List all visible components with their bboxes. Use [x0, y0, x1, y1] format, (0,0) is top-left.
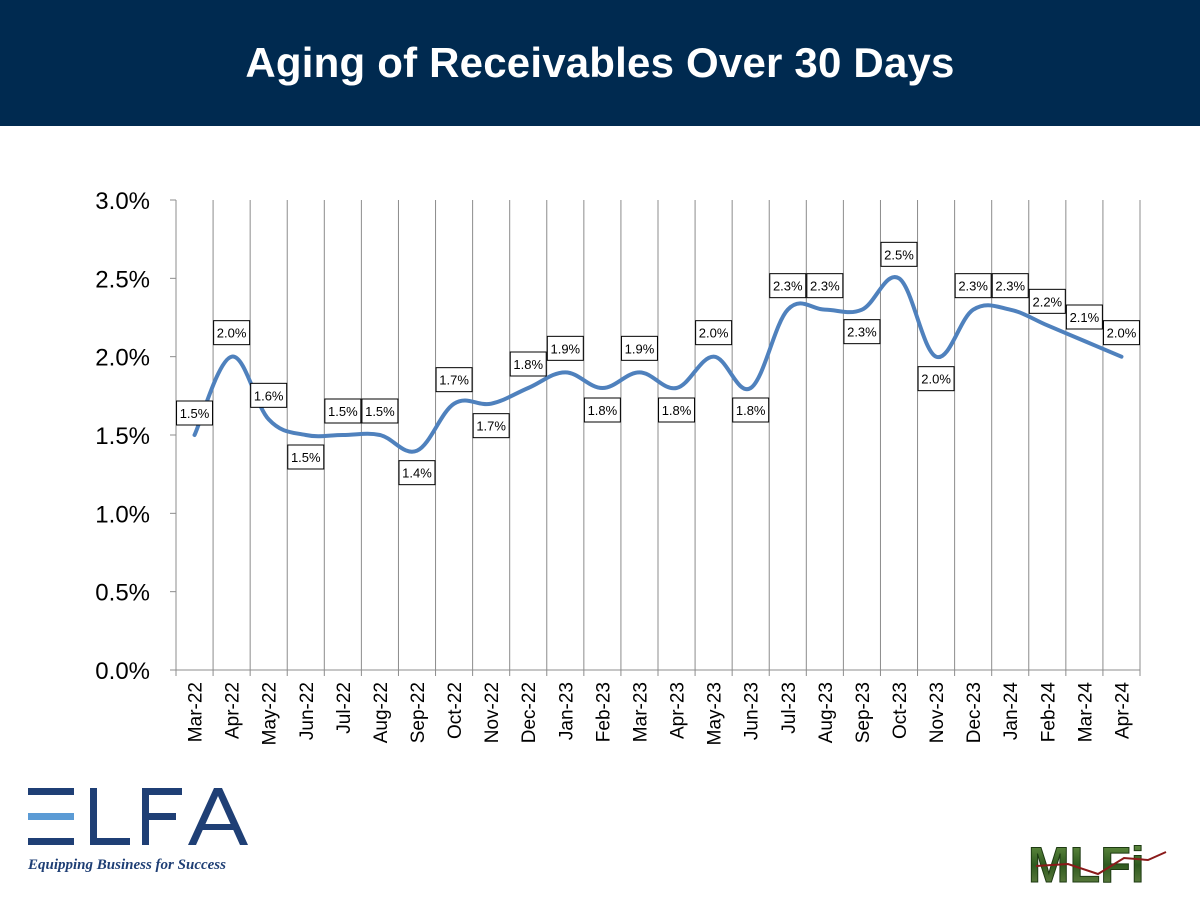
y-tick-label: 2.5%: [95, 266, 150, 293]
x-tick-label: Aug-22: [371, 682, 392, 743]
data-label-text: 2.5%: [884, 247, 914, 262]
data-label: 1.7%: [435, 367, 473, 393]
data-label: 2.5%: [880, 241, 918, 267]
data-label-text: 1.8%: [662, 403, 692, 418]
page-title: Aging of Receivables Over 30 Days: [245, 39, 955, 86]
x-tick-labels: Mar-22 Apr-22 May-22 Jun-22 Jul-22 Aug-22 Sep-…: [186, 682, 1134, 746]
gridlines: [175, 200, 1141, 676]
x-tick-label: Jan-24: [1001, 682, 1022, 741]
data-label: 1.8%: [732, 397, 770, 423]
data-label: 1.8%: [583, 397, 621, 423]
x-tick-label: Oct-22: [445, 682, 466, 739]
x-tick-label: Jul-22: [334, 682, 355, 734]
x-tick-label: Mar-23: [630, 682, 651, 742]
x-tick-label: Mar-22: [186, 682, 207, 742]
data-label-text: 1.8%: [736, 403, 766, 418]
data-label-text: 2.0%: [1107, 326, 1137, 341]
data-label-text: 1.5%: [180, 406, 210, 421]
x-tick-label: May-23: [705, 682, 726, 745]
x-tick-label: Apr-22: [223, 682, 244, 739]
x-tick-label: Nov-23: [927, 682, 948, 743]
y-tick-label: 0.5%: [95, 580, 150, 607]
data-label-text: 2.0%: [699, 326, 729, 341]
data-label-text: 1.5%: [365, 404, 395, 419]
x-tick-label: Jul-23: [779, 682, 800, 734]
data-label: 1.5%: [361, 398, 399, 424]
data-label: 1.4%: [398, 460, 436, 486]
title-bar: Aging of Receivables Over 30 Days: [0, 0, 1200, 126]
y-tick-label: 3.0%: [95, 188, 150, 215]
data-label: 1.9%: [620, 335, 658, 361]
data-label-text: 1.5%: [291, 450, 321, 465]
y-tick-label: 2.0%: [95, 345, 150, 372]
data-label: 2.1%: [1065, 304, 1103, 330]
data-label-text: 1.5%: [328, 404, 358, 419]
data-label: 2.0%: [917, 366, 955, 392]
x-tick-label: May-22: [260, 682, 281, 745]
data-label: 2.3%: [843, 319, 881, 345]
data-label: 2.0%: [1102, 320, 1140, 346]
data-label-text: 2.1%: [1070, 310, 1100, 325]
elfa-logo: [24, 782, 264, 882]
data-label-text: 2.3%: [847, 325, 877, 340]
x-tick-label: Oct-23: [890, 682, 911, 739]
data-label-text: 1.8%: [513, 357, 543, 372]
data-label: 2.3%: [806, 273, 844, 299]
data-label: 2.0%: [213, 320, 251, 346]
mlfi-logo: MLFi: [1028, 837, 1170, 894]
x-tick-label: Feb-23: [593, 682, 614, 742]
data-label-text: 1.6%: [254, 388, 284, 403]
data-label: 1.5%: [176, 400, 214, 426]
line-chart: 0.0% 0.5% 1.0% 1.5% 2.0% 2.5% 3.0% Mar-22 Apr-2…: [95, 188, 1141, 746]
data-label-text: 1.9%: [550, 341, 580, 356]
data-label: 2.0%: [695, 320, 733, 346]
data-label-text: 1.7%: [476, 419, 506, 434]
data-label-text: 2.3%: [810, 279, 840, 294]
data-label-text: 1.8%: [588, 403, 618, 418]
data-label-text: 2.2%: [1032, 294, 1062, 309]
y-tick-labels: 0.0% 0.5% 1.0% 1.5% 2.0% 2.5% 3.0%: [95, 188, 176, 685]
x-tick-label: Aug-23: [816, 682, 837, 743]
data-label: 2.3%: [991, 273, 1029, 299]
data-label-text: 1.9%: [625, 341, 655, 356]
x-tick-label: Mar-24: [1075, 682, 1096, 743]
data-label: 1.5%: [287, 444, 325, 470]
x-tick-label: Feb-24: [1038, 682, 1059, 743]
data-label: 1.9%: [546, 335, 584, 361]
y-tick-label: 1.5%: [95, 423, 150, 450]
x-tick-label: Nov-22: [482, 682, 503, 743]
x-tick-label: Jun-22: [297, 682, 318, 740]
data-label: 1.5%: [324, 398, 362, 424]
data-label-text: 2.0%: [921, 372, 951, 387]
data-label-text: 2.3%: [958, 279, 988, 294]
data-label-text: 1.7%: [439, 373, 469, 388]
x-tick-label: Jun-23: [742, 682, 763, 740]
data-label-text: 2.3%: [773, 279, 803, 294]
x-tick-label: Dec-22: [519, 682, 540, 743]
y-tick-label: 1.0%: [95, 501, 150, 528]
data-label: 1.8%: [509, 351, 547, 377]
x-tick-label: Sep-22: [408, 682, 429, 743]
mlfi-logo-text: MLFi: [1028, 838, 1145, 888]
data-labels: 1.5% 2.0% 1.6% 1.5% 1.5% 1.5% 1.4% 1.7% 1.7% 1.8%…: [176, 241, 1140, 486]
x-tick-label: Sep-23: [853, 682, 874, 743]
data-label: 2.3%: [769, 273, 807, 299]
data-label-text: 2.0%: [217, 326, 247, 341]
elfa-tagline: Equipping Business for Success: [28, 857, 226, 873]
data-label: 1.7%: [472, 413, 510, 439]
x-tick-label: Apr-24: [1112, 682, 1133, 739]
data-label-text: 1.4%: [402, 466, 432, 481]
series-line: [192, 275, 1124, 454]
data-label-text: 2.3%: [995, 279, 1025, 294]
x-tick-label: Jan-23: [556, 682, 577, 740]
data-label: 2.3%: [954, 273, 992, 299]
data-label: 1.8%: [658, 397, 696, 423]
x-tick-label: Apr-23: [668, 682, 689, 739]
data-label: 1.6%: [250, 382, 288, 408]
y-tick-label: 0.0%: [95, 658, 150, 685]
x-tick-label: Dec-23: [964, 682, 985, 743]
data-label: 2.2%: [1028, 288, 1066, 314]
